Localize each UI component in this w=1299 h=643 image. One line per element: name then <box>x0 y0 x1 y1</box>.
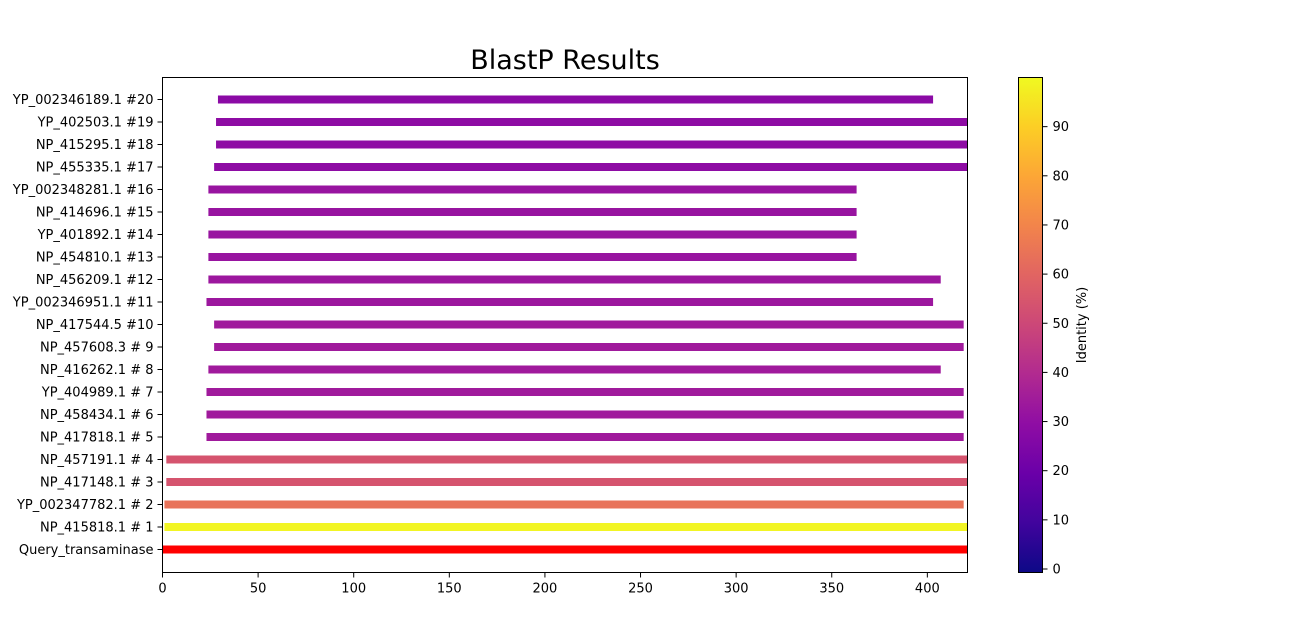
colorbar-tick-label-7: 70 <box>1053 218 1070 233</box>
colorbar-tick-label-5: 50 <box>1053 317 1070 332</box>
y-tick-label-18: NP_415295.1 #18 <box>36 138 154 153</box>
x-tick-label-8: 400 <box>915 582 940 597</box>
bar-10 <box>214 320 964 329</box>
bar-19 <box>216 118 968 126</box>
colorbar-tick-label-9: 90 <box>1053 120 1070 135</box>
chart-title: BlastP Results <box>470 45 660 76</box>
y-tick-label-9: NP_457608.3 # 9 <box>40 341 154 356</box>
bar-11 <box>206 298 934 306</box>
colorbar-tick-label-1: 10 <box>1053 513 1070 528</box>
y-tick-label-5: NP_417818.1 # 5 <box>40 431 154 446</box>
colorbar-tick-label-2: 20 <box>1053 464 1070 479</box>
y-tick-label-19: YP_402503.1 #19 <box>37 116 154 131</box>
bar-1 <box>164 523 968 531</box>
y-tick-label-3: NP_417148.1 # 3 <box>40 476 154 491</box>
colorbar-tick-label-8: 80 <box>1053 169 1070 184</box>
bar-18 <box>216 140 968 149</box>
x-tick-label-0: 0 <box>158 582 166 597</box>
x-tick-label-2: 100 <box>341 582 366 597</box>
colorbar-tick-label-0: 0 <box>1053 563 1061 578</box>
y-tick-label-12: NP_456209.1 #12 <box>36 273 154 288</box>
y-tick-label-17: NP_455335.1 #17 <box>36 161 154 176</box>
x-tick-label-4: 200 <box>533 582 558 597</box>
y-tick-label-0: Query_transaminase <box>19 543 154 558</box>
y-tick-label-20: YP_002346189.1 #20 <box>12 93 154 108</box>
colorbar-gradient <box>1018 77 1043 573</box>
x-tick-label-5: 250 <box>628 582 653 597</box>
bar-2 <box>164 500 964 509</box>
colorbar: 0 10 20 30 40 50 60 70 80 90 <box>1018 77 1070 578</box>
bars-layer <box>162 95 968 554</box>
bar-6 <box>206 410 964 419</box>
bar-4 <box>166 455 968 464</box>
y-tick-label-7: YP_404989.1 # 7 <box>41 386 154 401</box>
x-tick-label-3: 150 <box>437 582 462 597</box>
colorbar-tick-label-4: 40 <box>1053 366 1070 381</box>
bar-13 <box>208 253 857 261</box>
y-tick-label-13: NP_454810.1 #13 <box>36 251 154 266</box>
plot-frame <box>162 77 968 573</box>
bar-9 <box>214 343 964 351</box>
y-tick-label-16: YP_002348281.1 #16 <box>12 183 154 198</box>
x-tick-label-1: 50 <box>250 582 267 597</box>
bar-7 <box>206 388 964 396</box>
x-tick-label-6: 300 <box>724 582 749 597</box>
bar-0 <box>162 545 968 554</box>
bar-15 <box>208 208 857 216</box>
colorbar-label: Identity (%) <box>1075 287 1090 363</box>
colorbar-tick-label-3: 30 <box>1053 415 1070 430</box>
x-axis: 0 50 100 150 200 250 300 350 400 <box>158 572 940 597</box>
bar-8 <box>208 365 941 374</box>
colorbar-frame <box>1018 77 1043 573</box>
y-tick-label-8: NP_416262.1 # 8 <box>40 363 154 378</box>
y-tick-label-6: NP_458434.1 # 6 <box>40 408 154 423</box>
bar-5 <box>206 433 964 441</box>
y-tick-label-10: NP_417544.5 #10 <box>36 318 154 333</box>
y-tick-label-11: YP_002346951.1 #11 <box>12 296 154 311</box>
colorbar-tick-label-6: 60 <box>1053 268 1070 283</box>
y-tick-label-2: YP_002347782.1 # 2 <box>16 498 154 513</box>
y-tick-label-4: NP_457191.1 # 4 <box>40 453 154 468</box>
y-tick-label-15: NP_414696.1 #15 <box>36 206 154 221</box>
bar-3 <box>166 478 968 486</box>
bar-17 <box>214 163 968 171</box>
y-tick-label-14: YP_401892.1 #14 <box>37 228 154 243</box>
bar-12 <box>208 275 941 284</box>
bar-14 <box>208 230 857 239</box>
y-tick-label-1: NP_415818.1 # 1 <box>40 521 154 536</box>
y-tick-labels: Query_transaminase NP_415818.1 # 1 YP_0023… <box>12 93 163 558</box>
x-tick-label-7: 350 <box>819 582 844 597</box>
bar-16 <box>208 185 857 194</box>
bar-20 <box>217 95 934 104</box>
